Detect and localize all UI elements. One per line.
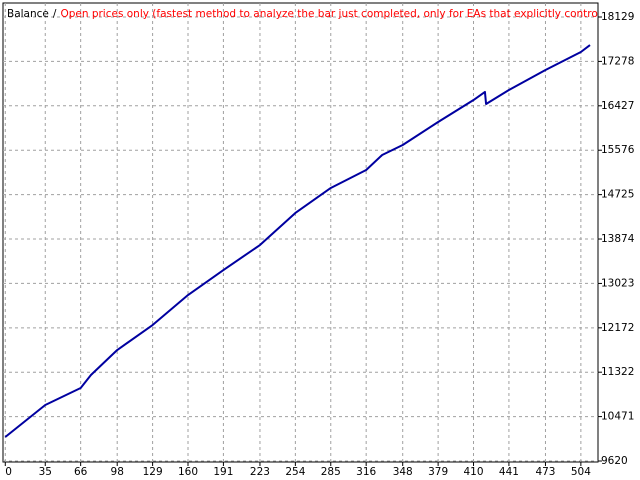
x-tick-label: 191	[213, 466, 233, 478]
x-tick-label: 0	[5, 466, 12, 478]
x-tick-label: 66	[74, 466, 88, 478]
y-tick-label: 12172	[601, 322, 634, 334]
balance-line	[4, 44, 591, 438]
y-tick-label: 13023	[601, 277, 634, 289]
y-tick-label: 13874	[601, 233, 635, 245]
x-tick-label: 129	[143, 466, 163, 478]
separator: /	[53, 8, 57, 20]
y-tick-label: 11322	[601, 366, 634, 378]
x-tick-label: 285	[321, 466, 341, 478]
x-tick-label: 316	[356, 466, 376, 478]
plot-area	[2, 2, 599, 463]
x-tick-label: 254	[285, 466, 305, 478]
y-tick-label: 16427	[601, 100, 634, 112]
x-tick-label: 160	[178, 466, 198, 478]
y-tick-label: 17278	[601, 55, 634, 67]
x-tick-label: 473	[535, 466, 555, 478]
y-tick-label: 9620	[601, 455, 628, 467]
x-tick-label: 410	[463, 466, 483, 478]
y-tick-label: 10471	[601, 411, 634, 423]
x-tick-label: 223	[250, 466, 270, 478]
legend: Balance / Open prices only (fastest method…	[7, 8, 640, 20]
x-tick-label: 441	[499, 466, 519, 478]
legend-entry: Balance	[7, 8, 49, 20]
x-tick-label: 504	[571, 466, 591, 478]
y-tick-label: 15576	[601, 144, 635, 156]
x-tick-label: 348	[393, 466, 413, 478]
x-tick-label: 98	[111, 466, 124, 478]
y-tick-label: 14725	[601, 189, 634, 201]
x-tick-label: 379	[428, 466, 448, 478]
y-tick-label: 18129	[601, 11, 634, 23]
x-tick-label: 35	[39, 466, 52, 478]
subtitle: Open prices only (fastest method to anal…	[60, 8, 640, 20]
